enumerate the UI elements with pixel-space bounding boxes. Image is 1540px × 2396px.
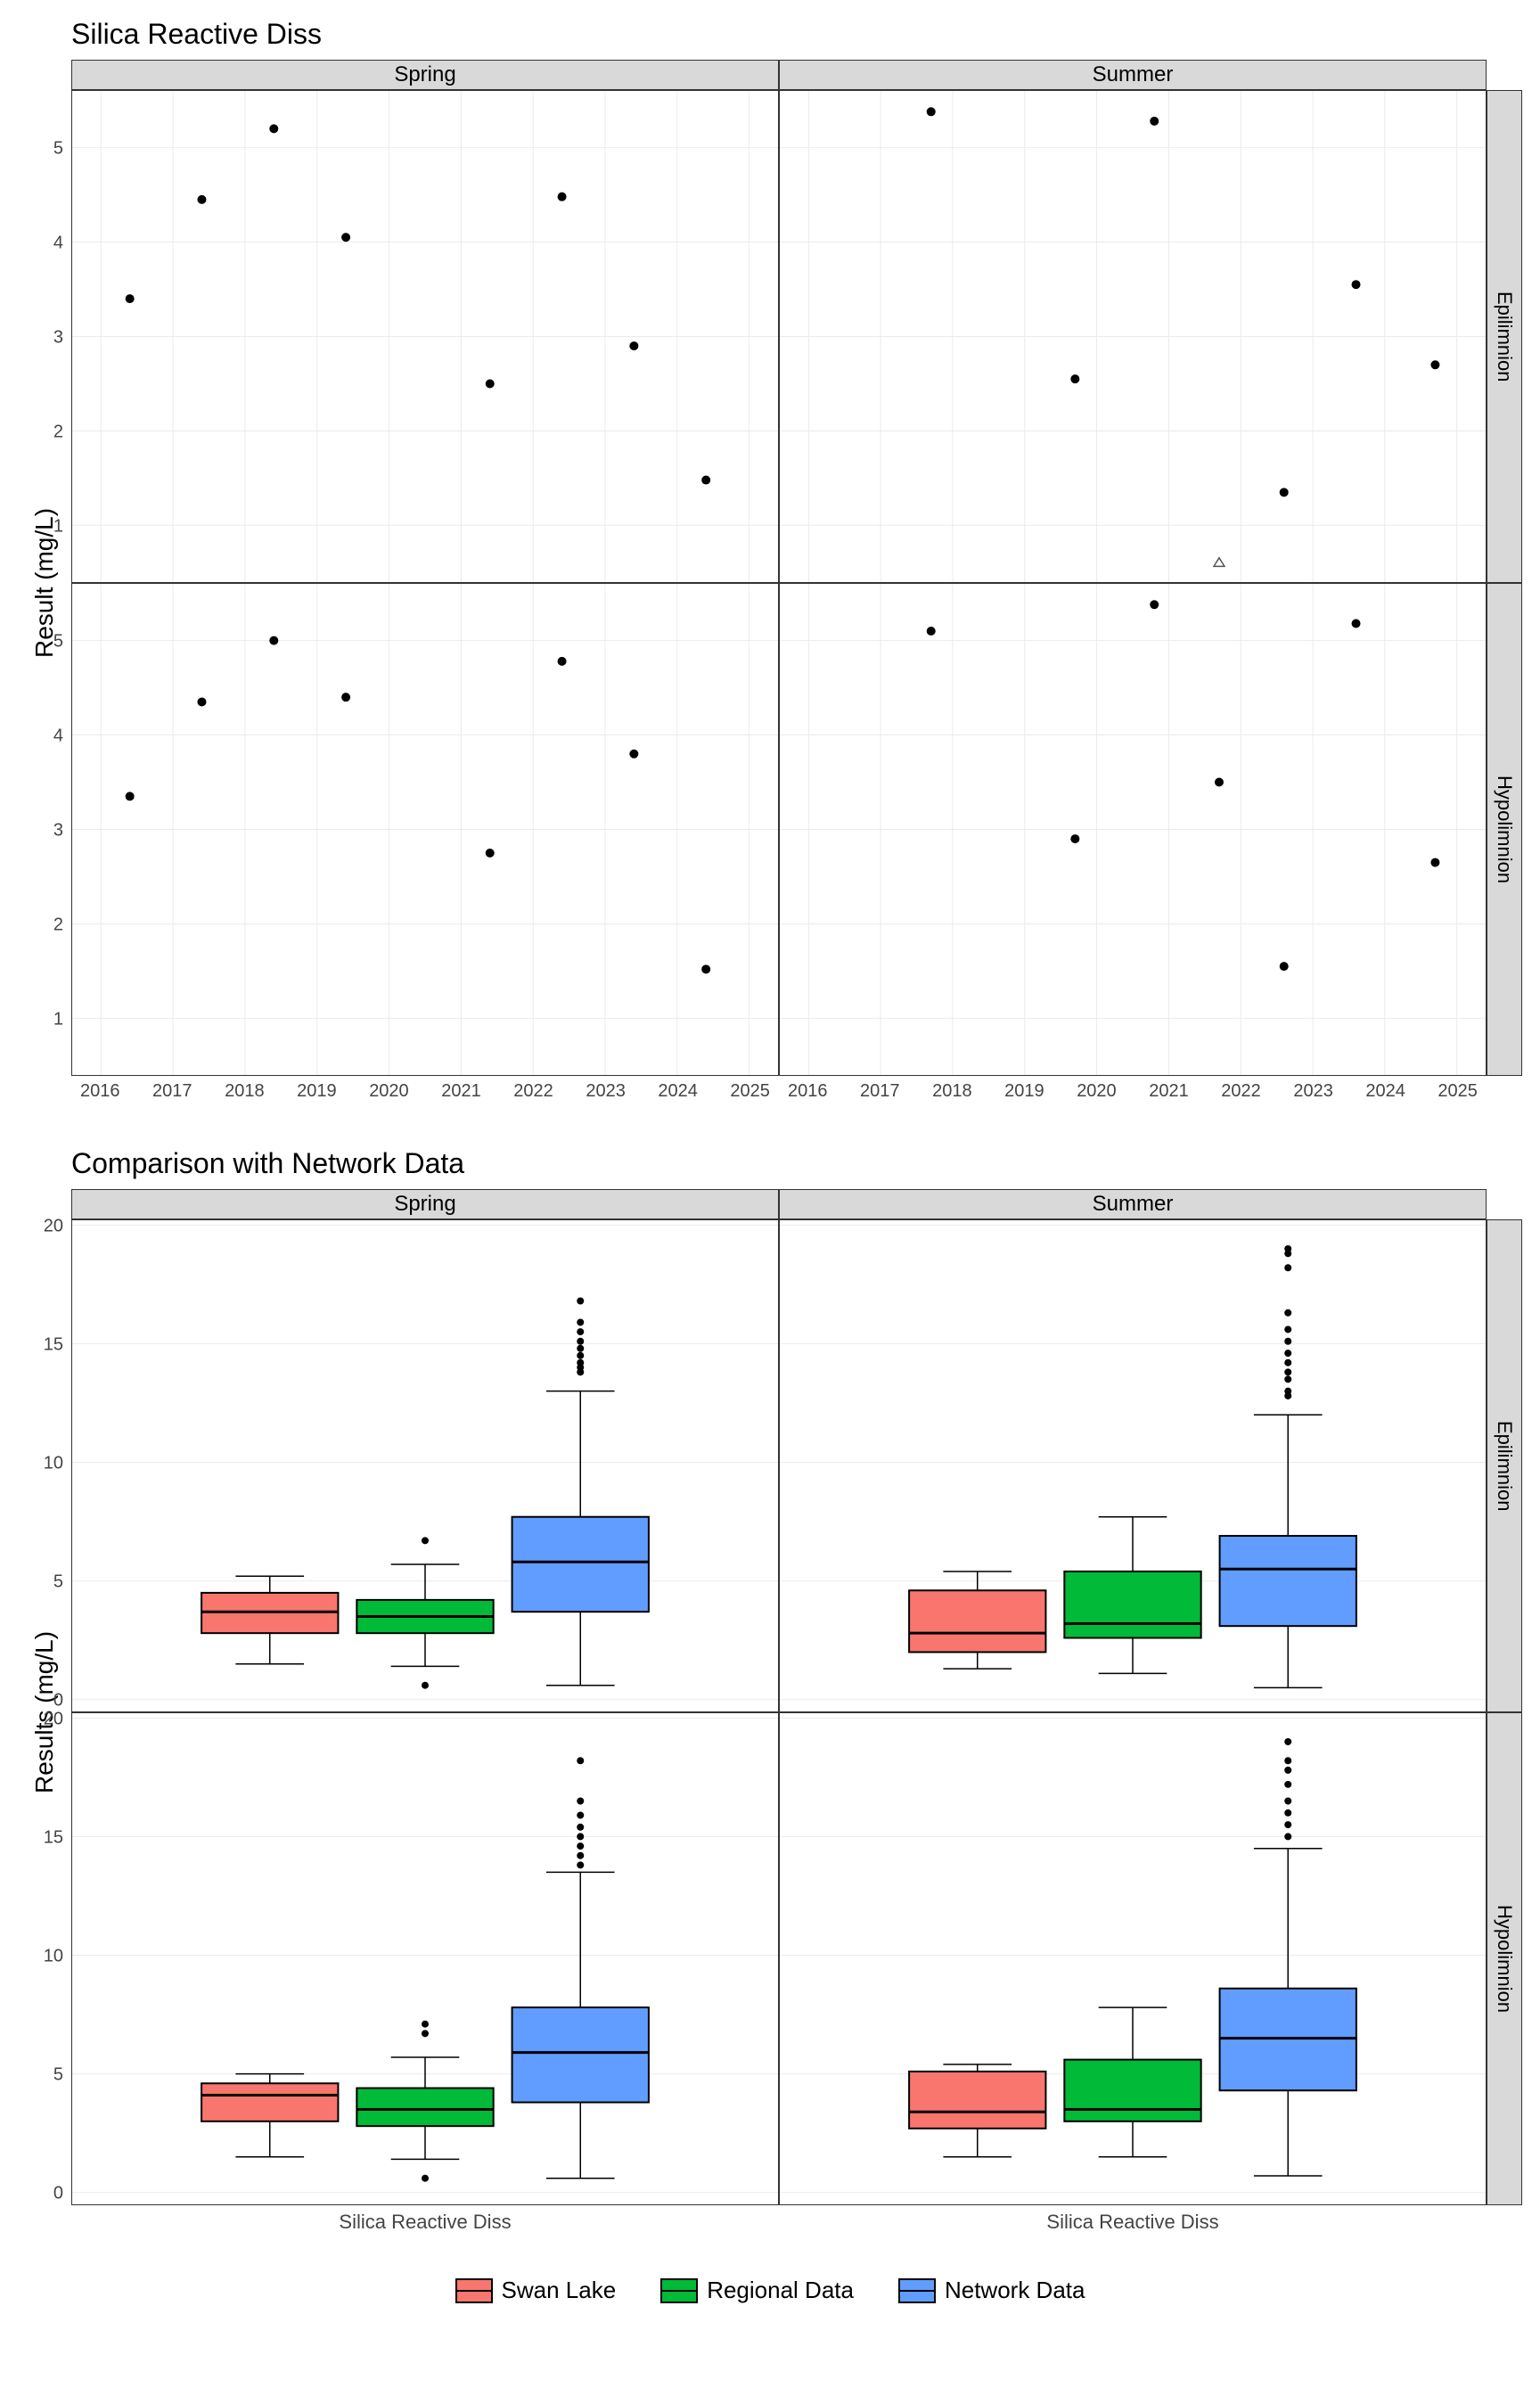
boxplot-chart: Comparison with Network Data Results (mg…	[18, 1147, 1522, 2241]
box-xlabel-left: Silica Reactive Diss	[71, 2205, 779, 2241]
svg-text:2: 2	[53, 915, 63, 934]
svg-text:15: 15	[44, 1334, 63, 1354]
svg-text:0: 0	[53, 1691, 63, 1711]
box-panel-spring-hypo: 05101520	[71, 1712, 779, 2205]
svg-text:4: 4	[53, 726, 63, 746]
legend-label-network: Network Data	[945, 2277, 1085, 2304]
scatter-chart: Silica Reactive Diss Result (mg/L) Sprin…	[18, 18, 1522, 1112]
row-strip-epi: Epilimnion	[1487, 90, 1522, 583]
legend-key-network	[898, 2278, 936, 2303]
svg-text:15: 15	[44, 1827, 63, 1847]
scatter-xticks-right: 2016201720182019202020212022202320242025	[779, 1076, 1487, 1112]
svg-text:0: 0	[53, 2184, 63, 2203]
row-strip-epi-b: Epilimnion	[1487, 1219, 1522, 1712]
scatter-xaxis: 2016201720182019202020212022202320242025…	[71, 1076, 1487, 1112]
legend-item-swan: Swan Lake	[455, 2277, 617, 2304]
scatter-yaxis-title: Result (mg/L)	[18, 90, 71, 1076]
svg-text:3: 3	[53, 821, 63, 841]
svg-text:4: 4	[53, 234, 63, 253]
svg-text:1: 1	[53, 516, 63, 536]
svg-text:5: 5	[53, 2065, 63, 2085]
legend-label-swan: Swan Lake	[502, 2277, 617, 2304]
box-title: Comparison with Network Data	[71, 1147, 1522, 1180]
legend-key-regional	[660, 2278, 698, 2303]
legend-item-network: Network Data	[898, 2277, 1085, 2304]
col-strip-spring-b: Spring	[71, 1189, 779, 1219]
box-panel-summer-hypo	[779, 1712, 1487, 2205]
legend: Swan Lake Regional Data Network Data	[18, 2277, 1522, 2304]
legend-item-regional: Regional Data	[660, 2277, 854, 2304]
scatter-facet-grid: Result (mg/L) Spring Summer Epilimnion H…	[18, 60, 1522, 1112]
svg-text:5: 5	[53, 1572, 63, 1592]
box-xlabel-right: Silica Reactive Diss	[779, 2205, 1487, 2241]
svg-text:20: 20	[44, 1709, 63, 1728]
svg-text:10: 10	[44, 1454, 63, 1473]
svg-text:5: 5	[53, 139, 63, 159]
svg-text:10: 10	[44, 1947, 63, 1966]
legend-key-swan	[455, 2278, 493, 2303]
scatter-xticks-left: 2016201720182019202020212022202320242025	[71, 1076, 779, 1112]
row-strip-hypo-b: Hypolimnion	[1487, 1712, 1522, 2205]
svg-text:3: 3	[53, 328, 63, 348]
scatter-panel-summer-hypo	[779, 583, 1487, 1076]
svg-text:20: 20	[44, 1216, 63, 1235]
col-strip-spring: Spring	[71, 60, 779, 90]
scatter-title: Silica Reactive Diss	[71, 18, 1522, 51]
svg-text:2: 2	[53, 422, 63, 441]
box-panel-summer-epi	[779, 1219, 1487, 1712]
col-strip-summer-b: Summer	[779, 1189, 1487, 1219]
scatter-panel-spring-epi: 12345	[71, 90, 779, 583]
row-strip-hypo: Hypolimnion	[1487, 583, 1522, 1076]
scatter-panel-summer-epi	[779, 90, 1487, 583]
svg-text:1: 1	[53, 1009, 63, 1029]
box-panel-spring-epi: 05101520	[71, 1219, 779, 1712]
box-xaxis: Silica Reactive Diss Silica Reactive Dis…	[71, 2205, 1487, 2241]
scatter-panel-spring-hypo: 12345	[71, 583, 779, 1076]
svg-text:5: 5	[53, 632, 63, 652]
legend-label-regional: Regional Data	[707, 2277, 854, 2304]
box-facet-grid: Results (mg/L) Spring Summer Epilimnion …	[18, 1189, 1522, 2241]
col-strip-summer: Summer	[779, 60, 1487, 90]
